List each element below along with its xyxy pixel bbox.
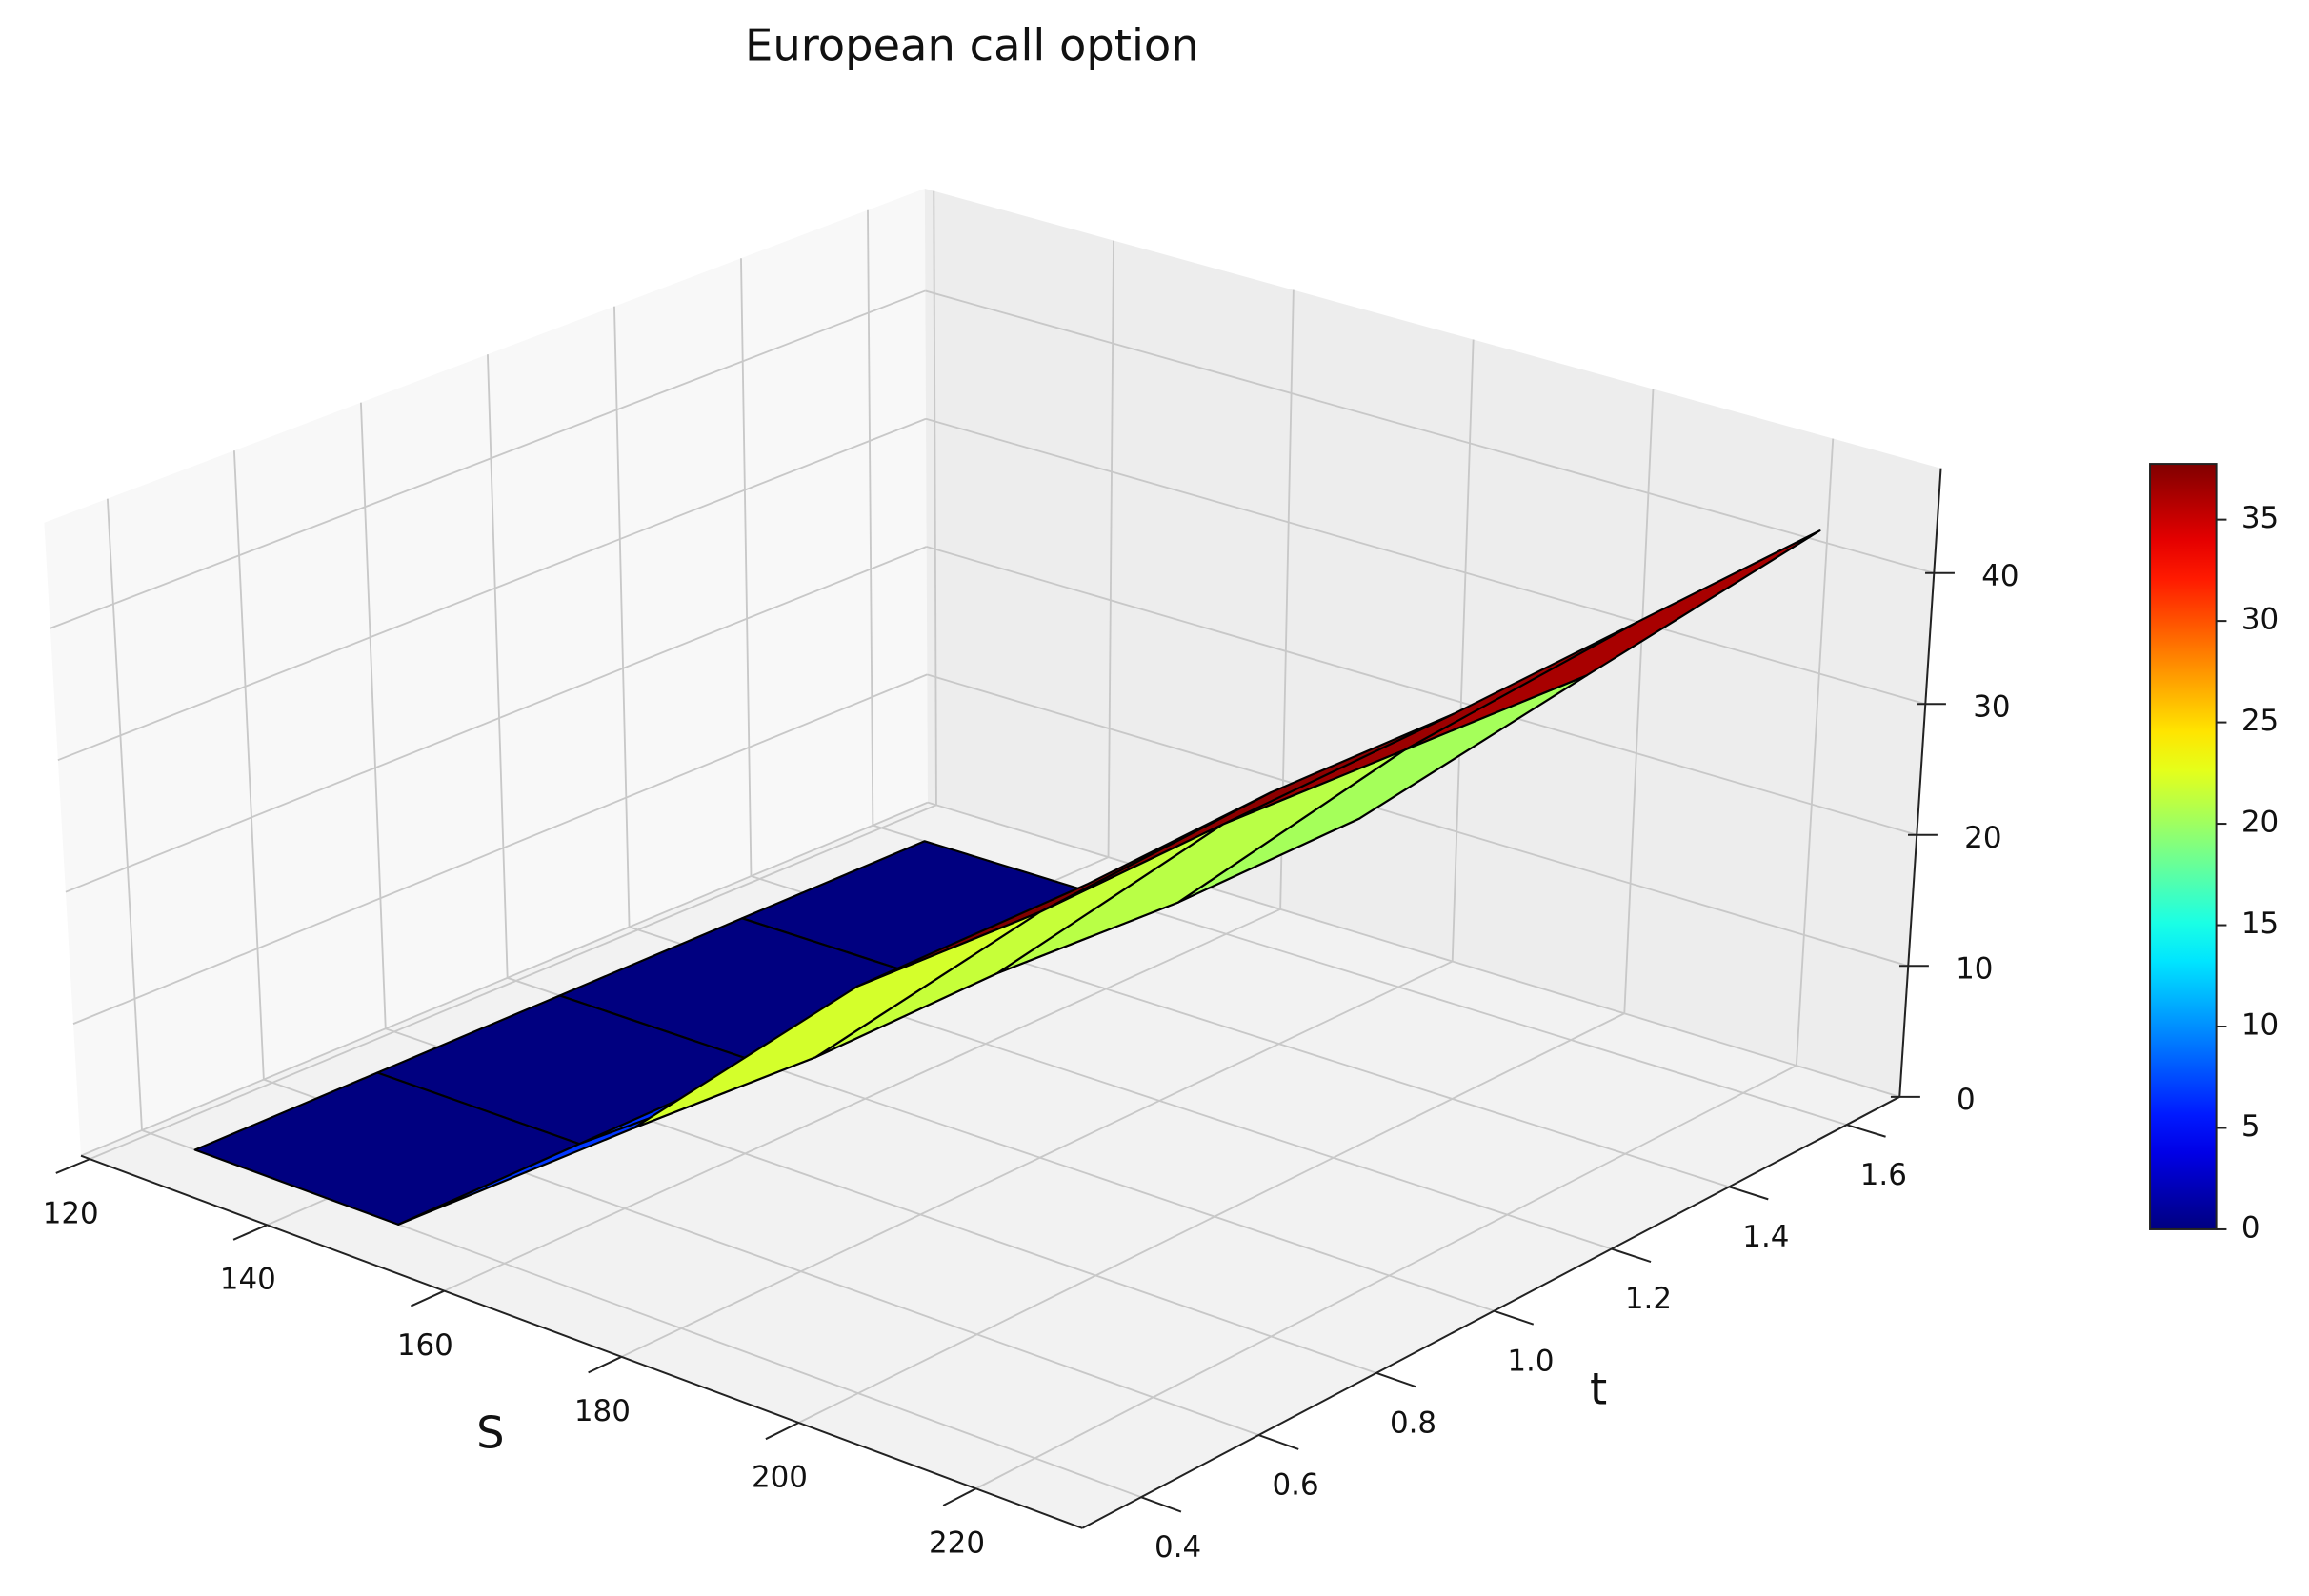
x-tick	[942, 1487, 977, 1506]
y-tick	[1494, 1309, 1535, 1326]
z-tick-label: 10	[1956, 951, 1993, 986]
x-axis-label: S	[476, 1407, 504, 1459]
x-tick-label: 140	[220, 1263, 276, 1297]
grid-line	[927, 801, 1900, 1098]
y-tick-label: 0.4	[1154, 1530, 1201, 1565]
grid-line	[925, 289, 1935, 574]
colorbar-tick-label: 25	[2241, 704, 2279, 738]
x-tick	[765, 1422, 800, 1441]
colorbar-tick-label: 20	[2241, 806, 2279, 840]
x-tick	[55, 1158, 90, 1174]
grid-line	[925, 417, 1926, 706]
chart-title: European call option	[745, 20, 1199, 71]
z-tick-label: 30	[1973, 689, 2010, 724]
x-tick-label: 200	[752, 1460, 808, 1494]
x-tick-label: 160	[397, 1328, 453, 1363]
y-tick-label: 0.8	[1390, 1406, 1436, 1440]
grid-line	[798, 1012, 1625, 1424]
grid-line	[65, 546, 927, 893]
grid-line	[72, 673, 928, 1026]
y-axis-label: t	[1590, 1363, 1607, 1414]
grid-line	[444, 908, 1281, 1292]
grid-line	[926, 546, 1917, 836]
x-tick	[232, 1224, 268, 1241]
colorbar	[2149, 463, 2218, 1230]
y-tick	[1375, 1371, 1416, 1388]
y-tick-label: 1.0	[1507, 1344, 1554, 1378]
grid-line	[89, 804, 937, 1160]
y-tick-label: 1.6	[1860, 1158, 1907, 1192]
colorbar-tick-label: 5	[2241, 1109, 2260, 1144]
x-tick-label: 180	[574, 1394, 631, 1428]
x-axis	[80, 1154, 1083, 1529]
grid-line	[80, 801, 929, 1157]
colorbar-tick-label: 15	[2241, 907, 2279, 941]
grid-line	[621, 960, 1454, 1358]
y-axis	[1081, 1095, 1900, 1529]
z-tick-label: 0	[1957, 1083, 1976, 1117]
z-tick-label: 40	[1981, 559, 2018, 593]
y-tick	[1140, 1496, 1182, 1513]
left-wall-pane	[44, 188, 928, 1156]
colorbar-tick-label: 0	[2241, 1210, 2260, 1245]
floor-pane	[81, 802, 1900, 1528]
z-tick-label: 20	[1964, 821, 2001, 855]
y-tick	[1258, 1434, 1299, 1450]
grid-line	[50, 289, 926, 629]
surface-face	[856, 790, 1273, 988]
grid-line	[927, 673, 1909, 968]
x-tick-label: 120	[43, 1196, 99, 1230]
x-tick	[588, 1355, 622, 1374]
colorbar-tick-label: 10	[2241, 1008, 2279, 1043]
y-tick-label: 1.4	[1742, 1220, 1789, 1254]
y-tick	[1846, 1124, 1886, 1138]
x-tick-label: 220	[929, 1526, 985, 1560]
y-tick	[1611, 1247, 1652, 1263]
y-tick	[1728, 1186, 1769, 1201]
x-tick	[410, 1289, 445, 1307]
colorbar-tick-label: 30	[2241, 603, 2279, 637]
y-tick-label: 1.2	[1625, 1282, 1672, 1316]
y-tick-label: 0.6	[1272, 1468, 1318, 1503]
grid-line	[57, 417, 927, 762]
grid-line	[975, 1065, 1797, 1490]
colorbar-tick-label: 35	[2241, 501, 2279, 535]
